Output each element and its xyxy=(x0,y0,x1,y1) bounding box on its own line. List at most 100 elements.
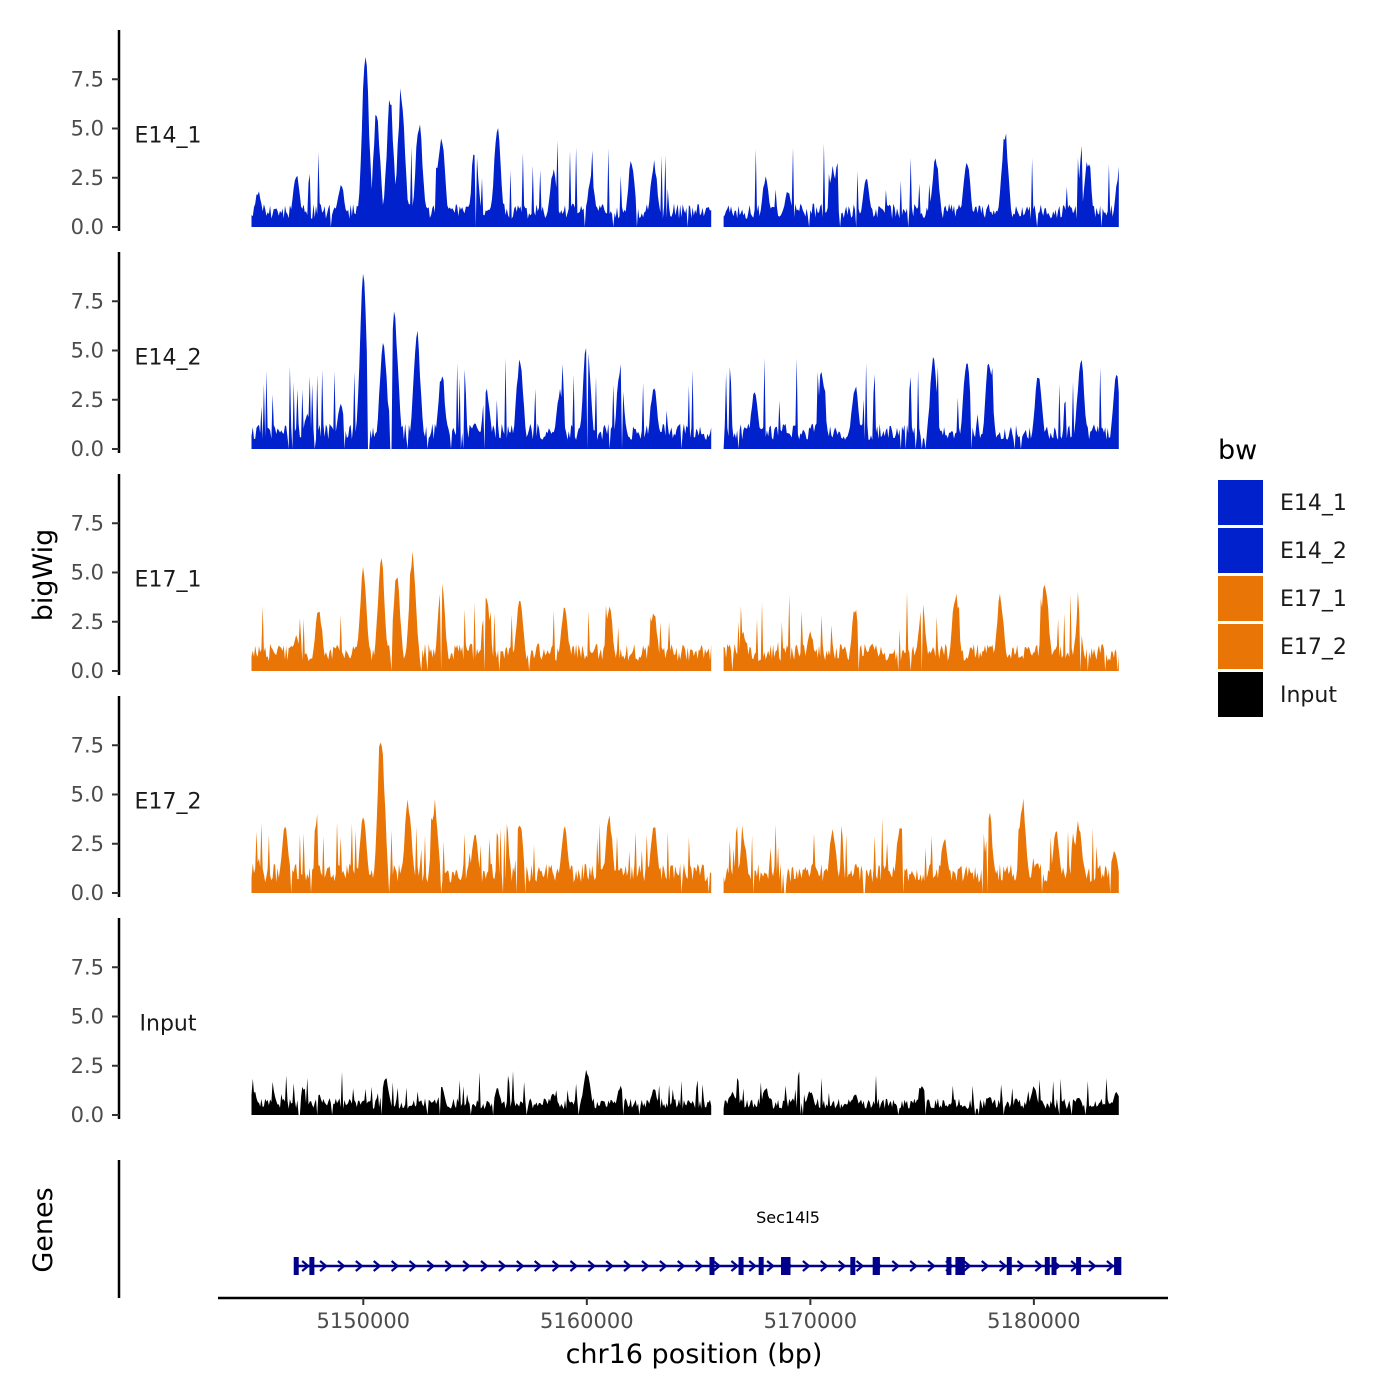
y-tick-label: 5.0 xyxy=(71,339,104,363)
track-panel-Input: 0.0 2.5 5.0 7.5 Input xyxy=(71,918,1119,1127)
x-tick-label: 5170000 xyxy=(764,1309,858,1333)
legend-swatch-E17_1 xyxy=(1218,576,1263,621)
y-tick-label: 5.0 xyxy=(71,1005,104,1029)
legend-title: bw xyxy=(1218,435,1257,466)
signal-area-E17_2-0 xyxy=(251,742,712,893)
strand-arrow xyxy=(998,1260,1008,1272)
y-tick-label: 7.5 xyxy=(71,955,104,979)
strand-arrow xyxy=(1034,1260,1044,1272)
exon xyxy=(1006,1257,1012,1275)
exon xyxy=(709,1257,715,1275)
track-panel-E17_1: 0.0 2.5 5.0 7.5 E17_1 xyxy=(71,474,1119,683)
strand-arrow xyxy=(587,1260,597,1272)
exon xyxy=(959,1257,965,1275)
strand-arrow xyxy=(981,1260,990,1272)
strand-arrow xyxy=(533,1260,543,1272)
legend-swatch-E14_2 xyxy=(1218,528,1263,573)
strand-arrow xyxy=(426,1260,436,1272)
strand-arrow xyxy=(677,1260,686,1272)
legend-swatch-E17_2 xyxy=(1218,624,1263,669)
track-label-E17_2: E17_2 xyxy=(135,789,202,814)
y-tick-label: 7.5 xyxy=(71,289,104,313)
y-tick-label: 2.5 xyxy=(71,610,104,634)
strand-arrow xyxy=(355,1260,364,1272)
strand-arrow xyxy=(694,1260,704,1272)
y-tick-label: 2.5 xyxy=(71,166,104,190)
strand-arrow xyxy=(516,1260,525,1272)
strand-arrow xyxy=(712,1260,722,1272)
strand-arrow xyxy=(855,1260,865,1272)
strand-arrow xyxy=(301,1260,310,1272)
gene-name-label: Sec14l5 xyxy=(756,1208,820,1227)
legend-label-E14_2: E14_2 xyxy=(1280,539,1347,564)
y-tick-label: 7.5 xyxy=(71,733,104,757)
y-tick-label: 0.0 xyxy=(71,1103,104,1127)
y-tick-label: 2.5 xyxy=(71,832,104,856)
strand-arrow xyxy=(766,1260,775,1272)
exon xyxy=(293,1257,299,1275)
strand-arrow xyxy=(1088,1260,1097,1272)
strand-arrow xyxy=(373,1260,382,1272)
signal-area-E17_2-1 xyxy=(723,798,1119,893)
signal-area-Input-0 xyxy=(251,1069,712,1115)
x-axis: 5150000 5160000 5170000 5180000 xyxy=(218,1296,1168,1333)
strand-arrow xyxy=(498,1260,507,1272)
y-tick-label: 0.0 xyxy=(71,215,104,239)
y-tick-label: 5.0 xyxy=(71,117,104,141)
exon xyxy=(781,1257,787,1275)
y-tick-label: 7.5 xyxy=(71,67,104,91)
strand-arrow xyxy=(891,1260,901,1272)
x-axis-title: chr16 position (bp) xyxy=(566,1339,823,1370)
track-panel-E17_2: 0.0 2.5 5.0 7.5 E17_2 xyxy=(71,696,1119,905)
signal-area-E14_2-0 xyxy=(251,273,712,449)
exon xyxy=(785,1257,791,1275)
strand-arrow xyxy=(730,1260,740,1272)
strand-arrow xyxy=(569,1260,579,1272)
exon xyxy=(1051,1257,1057,1275)
x-tick-label: 5150000 xyxy=(317,1309,411,1333)
strand-arrow xyxy=(1016,1260,1026,1272)
strand-arrow xyxy=(319,1260,328,1272)
track-label-E14_1: E14_1 xyxy=(135,123,202,148)
exon xyxy=(946,1257,952,1275)
y-tick-label: 5.0 xyxy=(71,783,104,807)
x-tick-label: 5180000 xyxy=(987,1309,1081,1333)
exon xyxy=(738,1257,744,1275)
strand-arrow xyxy=(480,1260,489,1272)
gene-track-title: Genes xyxy=(28,1187,59,1272)
strand-arrow xyxy=(909,1260,918,1272)
y-tick-label: 5.0 xyxy=(71,561,104,585)
strand-arrow xyxy=(748,1260,757,1272)
legend-label-E17_1: E17_1 xyxy=(1280,587,1347,612)
track-panel-E14_1: 0.0 2.5 5.0 7.5 E14_1 xyxy=(71,30,1119,239)
y-tick-label: 0.0 xyxy=(71,881,104,905)
exon xyxy=(1076,1257,1082,1275)
strand-arrow xyxy=(1106,1260,1115,1272)
strand-arrow xyxy=(623,1260,632,1272)
signal-area-E17_1-1 xyxy=(723,584,1119,671)
strand-arrow xyxy=(605,1260,614,1272)
legend-swatch-E14_1 xyxy=(1218,480,1263,525)
strand-arrow xyxy=(820,1260,829,1272)
signal-area-Input-1 xyxy=(723,1071,1119,1115)
y-tick-label: 7.5 xyxy=(71,511,104,535)
signal-area-E17_1-0 xyxy=(251,551,712,671)
signal-area-E14_1-0 xyxy=(251,56,712,228)
gene-track: Sec14l5 xyxy=(117,1160,1122,1298)
track-label-E14_2: E14_2 xyxy=(135,345,202,370)
legend-label-E14_1: E14_1 xyxy=(1280,491,1347,516)
y-tick-label: 2.5 xyxy=(71,1054,104,1078)
strand-arrow xyxy=(551,1260,561,1272)
signal-area-E14_1-1 xyxy=(723,133,1119,227)
strand-arrow xyxy=(659,1260,668,1272)
exon xyxy=(955,1257,961,1275)
y-axis-title: bigWig xyxy=(28,529,59,622)
legend: E14_1 E14_2 E17_1 E17_2 Input xyxy=(1218,480,1347,717)
strand-arrow xyxy=(444,1260,453,1272)
strand-arrow xyxy=(802,1260,811,1272)
legend-swatch-Input xyxy=(1218,672,1263,717)
strand-arrow xyxy=(337,1260,346,1272)
y-tick-label: 2.5 xyxy=(71,388,104,412)
strand-arrow xyxy=(963,1260,972,1272)
